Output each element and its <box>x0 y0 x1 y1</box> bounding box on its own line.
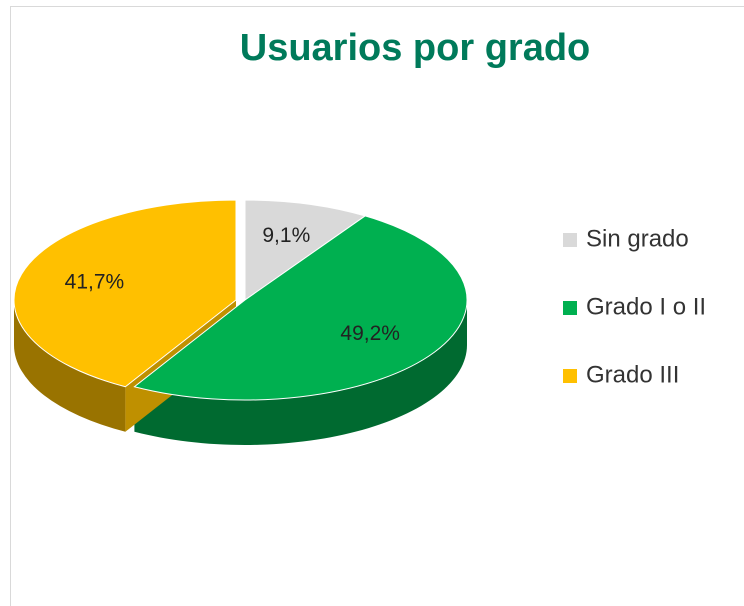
data-label: 49,2% <box>340 322 400 345</box>
legend-label: Grado I o II <box>586 293 706 320</box>
slice-side <box>14 300 126 432</box>
legend-swatch <box>563 369 577 383</box>
data-label: 9,1% <box>262 224 310 247</box>
legend-swatch <box>563 233 577 247</box>
slice <box>13 199 237 388</box>
legend-swatch <box>563 301 577 315</box>
legend-label: Sin grado <box>586 225 689 252</box>
data-label: 41,7% <box>65 271 125 294</box>
chart-title: Usuarios por grado <box>240 27 591 69</box>
slice <box>133 215 468 401</box>
slice <box>244 199 367 301</box>
slice-side <box>134 300 468 445</box>
legend-label: Grado III <box>586 361 679 388</box>
